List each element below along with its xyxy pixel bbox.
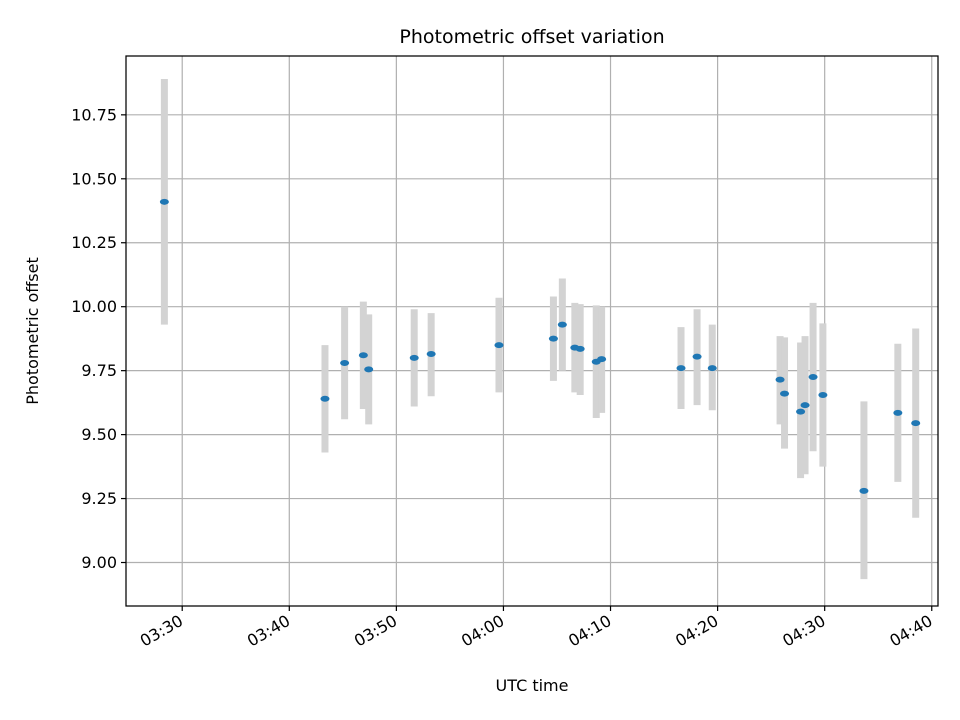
data-point [494, 342, 504, 349]
data-point [358, 352, 368, 359]
data-point [409, 354, 419, 361]
y-axis-ticks: 9.00 9.25 9.50 9.75 10.00 10.25 10.50 10.75 [71, 105, 126, 572]
x-axis-label: UTC time [496, 676, 569, 695]
data-point [859, 487, 869, 494]
data-point [548, 335, 558, 342]
y-tick-label: 10.75 [71, 105, 117, 124]
y-tick-label: 10.00 [71, 297, 117, 316]
data-point [426, 351, 436, 358]
data-points [159, 198, 921, 494]
data-point [893, 409, 903, 416]
data-point [340, 359, 350, 366]
chart-title: Photometric offset variation [399, 26, 664, 48]
data-point [364, 366, 374, 373]
plot-area [126, 56, 938, 606]
y-tick-label: 10.50 [71, 169, 117, 188]
data-point [818, 391, 828, 398]
y-tick-label: 9.25 [81, 489, 117, 508]
data-point [692, 353, 702, 360]
y-tick-label: 9.75 [81, 361, 117, 380]
plot-frame [125, 55, 939, 607]
data-point [575, 345, 585, 352]
y-tick-label: 9.50 [81, 425, 117, 444]
data-point [707, 365, 717, 372]
data-point [911, 420, 921, 427]
data-point [800, 402, 810, 409]
y-tick-label: 9.00 [81, 553, 117, 572]
data-point [780, 390, 790, 397]
data-point [597, 356, 607, 363]
data-point [159, 198, 169, 205]
data-point [796, 408, 806, 415]
data-point [775, 376, 785, 383]
data-point [320, 395, 330, 402]
data-point [808, 374, 818, 381]
y-tick-label: 10.25 [71, 233, 117, 252]
data-point [676, 365, 686, 372]
data-point [557, 321, 567, 328]
y-axis-label: Photometric offset [23, 257, 42, 405]
